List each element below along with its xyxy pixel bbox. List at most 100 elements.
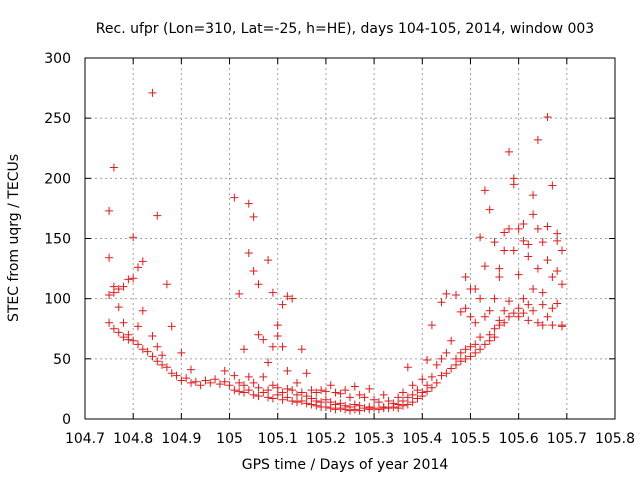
data-point <box>432 378 441 387</box>
data-point <box>158 351 167 360</box>
data-point <box>514 224 523 233</box>
data-point <box>129 336 138 345</box>
data-point <box>230 193 239 202</box>
data-point <box>485 336 494 345</box>
data-point <box>456 348 465 357</box>
data-point <box>350 405 359 414</box>
data-point <box>529 285 538 294</box>
data-point <box>466 342 475 351</box>
data-point <box>533 224 542 233</box>
data-point <box>495 273 504 282</box>
data-point <box>134 263 142 272</box>
data-point <box>533 318 542 327</box>
data-point <box>471 348 480 357</box>
data-point <box>413 394 422 403</box>
data-point <box>442 369 451 378</box>
data-point <box>456 357 465 366</box>
data-point <box>524 252 533 261</box>
data-point <box>153 211 162 220</box>
data-point <box>485 306 494 315</box>
data-point <box>538 300 547 309</box>
data-point <box>490 238 499 247</box>
data-point <box>374 398 383 407</box>
data-point <box>509 180 518 189</box>
data-point <box>283 292 292 301</box>
data-point <box>476 345 485 354</box>
data-point <box>480 262 489 271</box>
data-point <box>403 400 412 409</box>
axis-ticks <box>84 57 616 420</box>
data-point <box>244 199 253 208</box>
data-point <box>427 383 436 392</box>
data-point <box>355 406 364 415</box>
data-point <box>109 163 118 172</box>
data-point <box>331 388 340 397</box>
data-point <box>505 147 513 156</box>
data-point <box>138 257 147 266</box>
data-point <box>374 405 383 414</box>
data-point <box>495 321 504 330</box>
data-point <box>167 369 176 378</box>
data-point <box>254 383 263 392</box>
data-point <box>124 335 133 344</box>
data-point <box>109 324 118 333</box>
data-point <box>268 394 277 403</box>
data-point <box>326 381 335 390</box>
data-point <box>158 360 167 369</box>
y-tick-label: 150 <box>44 232 71 248</box>
data-point <box>519 220 528 229</box>
data-point <box>254 330 263 339</box>
data-point <box>321 402 330 411</box>
data-point <box>283 384 292 393</box>
data-point <box>114 285 123 294</box>
data-point <box>317 386 326 395</box>
data-point <box>211 375 220 384</box>
data-point <box>331 405 340 414</box>
data-point <box>413 386 422 395</box>
data-point <box>321 395 330 404</box>
data-point <box>196 381 205 390</box>
data-point <box>553 299 562 308</box>
data-point <box>543 112 552 121</box>
data-point <box>273 383 282 392</box>
data-point <box>235 387 244 396</box>
data-point <box>278 395 287 404</box>
data-point <box>471 285 480 294</box>
data-point <box>230 386 239 395</box>
data-point <box>360 393 369 402</box>
data-point <box>268 342 277 351</box>
data-point <box>177 376 186 385</box>
data-point <box>432 360 441 369</box>
data-point <box>187 365 195 374</box>
data-point <box>355 390 364 399</box>
x-tick-label: 104.8 <box>113 431 153 447</box>
y-tick-label: 100 <box>44 292 71 308</box>
data-point <box>244 248 253 257</box>
data-point <box>509 246 518 255</box>
x-tick-label: 105.8 <box>595 431 635 447</box>
data-point <box>268 381 277 390</box>
data-point <box>461 304 470 313</box>
data-point <box>240 388 248 397</box>
data-point <box>476 333 485 342</box>
x-tick-label: 105 <box>216 431 243 447</box>
data-point <box>153 357 162 366</box>
data-point <box>365 384 374 393</box>
data-point <box>114 303 123 312</box>
data-point <box>447 336 456 345</box>
data-point <box>418 375 427 384</box>
data-point <box>480 340 489 349</box>
data-point <box>182 374 191 383</box>
data-point <box>278 300 287 309</box>
data-point <box>529 306 538 315</box>
data-point <box>519 309 528 318</box>
data-point <box>346 406 354 415</box>
data-point <box>533 264 542 273</box>
data-point <box>442 289 451 298</box>
data-point <box>452 291 460 300</box>
data-point <box>533 135 542 144</box>
y-tick-labels: 0 50 100 150 200 250 300 <box>44 51 71 428</box>
data-point <box>302 392 311 401</box>
data-point <box>134 322 142 331</box>
